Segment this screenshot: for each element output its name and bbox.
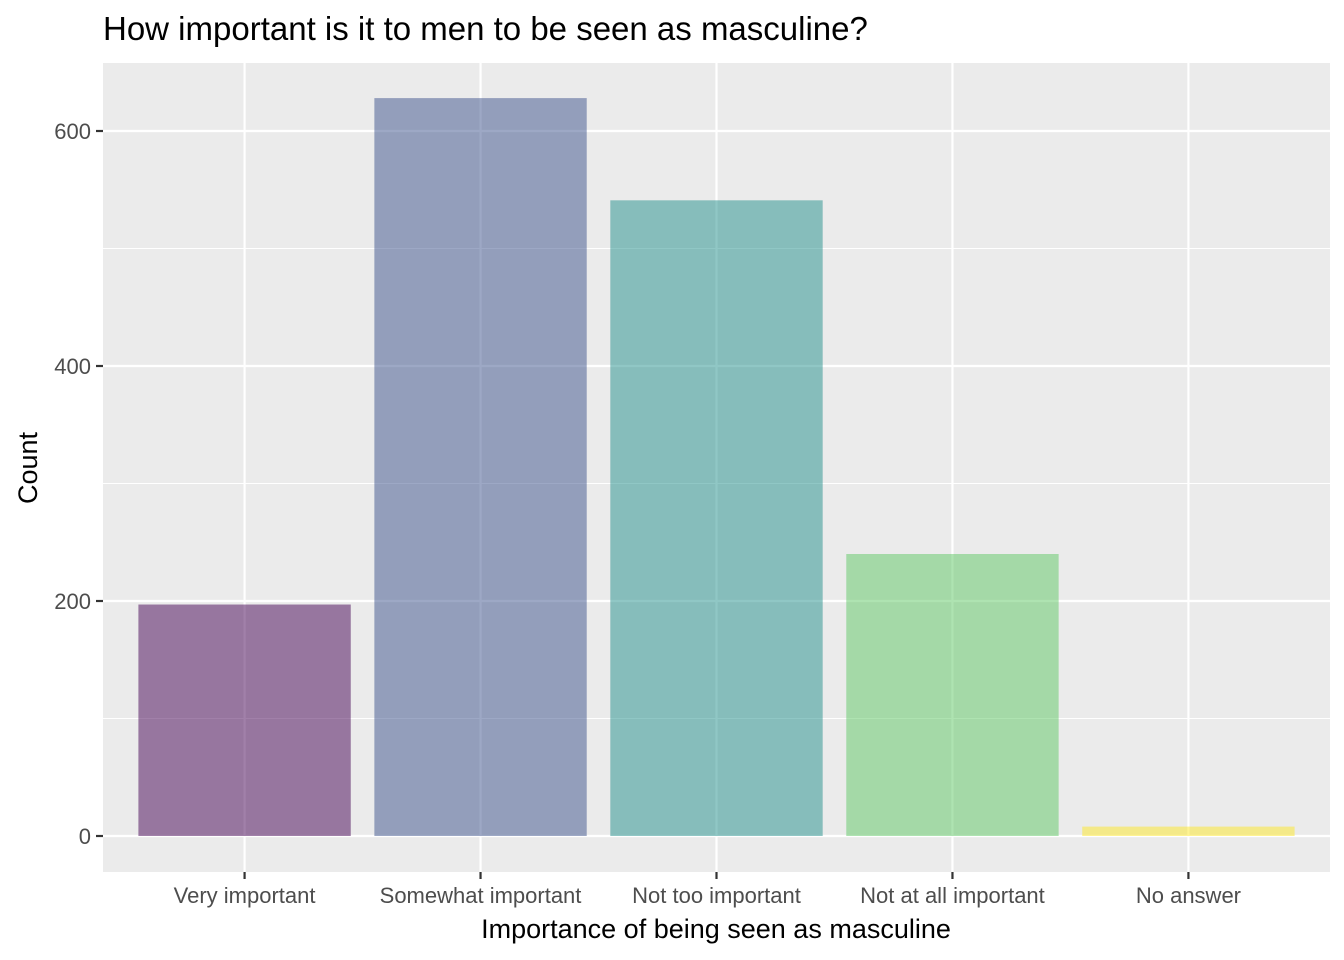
y-axis: 0 200 400 600: [54, 119, 103, 849]
bar: [1082, 826, 1295, 836]
x-axis: Very important Somewhat important Not too …: [174, 872, 1241, 908]
y-axis-title: Count: [13, 431, 43, 504]
y-tick-label: 200: [54, 589, 91, 614]
bar: [610, 200, 823, 836]
chart-title: How important is it to men to be seen as…: [103, 10, 868, 47]
bar: [846, 554, 1059, 836]
x-tick-label: No answer: [1136, 883, 1241, 908]
x-tick-label: Somewhat important: [380, 883, 582, 908]
x-tick-label: Not too important: [632, 883, 801, 908]
y-tick-label: 400: [54, 354, 91, 379]
x-axis-title: Importance of being seen as masculine: [481, 914, 951, 944]
x-tick-label: Not at all important: [860, 883, 1045, 908]
y-tick-label: 0: [79, 824, 91, 849]
bar: [138, 604, 351, 836]
y-tick-label: 600: [54, 119, 91, 144]
bar: [374, 98, 587, 837]
bars: [138, 98, 1295, 837]
x-tick-label: Very important: [174, 883, 316, 908]
